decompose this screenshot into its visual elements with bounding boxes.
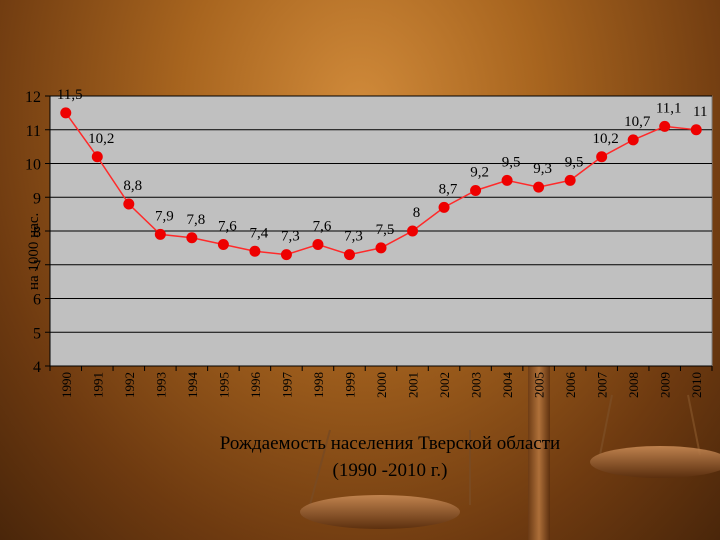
x-tick-label: 1999 bbox=[342, 372, 357, 398]
data-point bbox=[407, 225, 419, 237]
data-point bbox=[217, 239, 229, 250]
data-point bbox=[627, 134, 639, 146]
data-point bbox=[596, 151, 608, 163]
data-label: 9,5 bbox=[565, 154, 584, 170]
x-tick-label: 2006 bbox=[563, 372, 578, 399]
y-axis-label: на 1000 нас. bbox=[26, 213, 42, 290]
y-tick-label: 5 bbox=[33, 325, 41, 342]
data-label: 8,8 bbox=[123, 178, 142, 194]
data-label: 7,6 bbox=[313, 219, 332, 235]
x-tick-label: 1995 bbox=[216, 372, 231, 398]
data-point bbox=[186, 232, 198, 244]
x-tick-label: 2009 bbox=[658, 372, 673, 398]
data-label: 10,7 bbox=[624, 114, 651, 130]
data-point bbox=[533, 181, 545, 193]
data-label: 10,2 bbox=[593, 131, 619, 147]
x-tick-label: 2004 bbox=[500, 372, 515, 399]
data-point bbox=[501, 174, 513, 186]
y-tick-label: 10 bbox=[25, 157, 41, 174]
data-labels: 11,5 10,2 8,8 7,9 7,8 7,6 7,4 7,3 7,6 7,3 7,5 8 8,7 9… bbox=[57, 87, 708, 245]
data-label: 7,3 bbox=[344, 229, 363, 245]
data-point bbox=[91, 151, 103, 163]
data-label: 7,5 bbox=[376, 222, 395, 238]
x-tick-label: 2010 bbox=[689, 372, 704, 398]
y-tick-label: 11 bbox=[26, 123, 41, 140]
data-label: 7,6 bbox=[218, 219, 237, 235]
y-tick-label: 6 bbox=[33, 292, 41, 309]
chart-subtitle: (1990 -2010 г.) bbox=[332, 460, 448, 481]
data-point bbox=[470, 185, 482, 196]
data-label: 7,4 bbox=[250, 225, 269, 241]
y-tick-label: 9 bbox=[33, 190, 41, 207]
data-point bbox=[343, 249, 355, 261]
y-tick-label: 12 bbox=[25, 89, 41, 106]
chart-title: Рождаемость населения Тверской области bbox=[219, 433, 561, 454]
data-point bbox=[60, 107, 72, 119]
data-point bbox=[123, 198, 135, 210]
x-tick-label: 1998 bbox=[311, 372, 326, 398]
data-label: 10,2 bbox=[88, 131, 114, 147]
data-point bbox=[154, 228, 166, 240]
data-label: 7,8 bbox=[186, 212, 205, 228]
data-point bbox=[312, 239, 324, 250]
y-axis-ticks: 4 5 6 7 8 9 10 11 12 bbox=[25, 89, 51, 376]
x-tick-label: 2007 bbox=[595, 372, 610, 399]
x-tick-label: 1997 bbox=[279, 372, 294, 399]
x-tick-label: 1991 bbox=[90, 372, 105, 398]
x-tick-label: 2008 bbox=[626, 372, 641, 398]
data-label: 7,9 bbox=[155, 208, 174, 224]
data-label: 11,5 bbox=[57, 87, 83, 103]
x-tick-label: 1992 bbox=[122, 372, 137, 398]
x-tick-label: 1996 bbox=[248, 372, 263, 399]
x-tick-label: 2005 bbox=[532, 372, 547, 398]
x-tick-label: 1990 bbox=[59, 372, 74, 398]
data-label: 7,3 bbox=[281, 229, 300, 245]
y-tick-label: 7 bbox=[33, 258, 41, 275]
data-label: 8 bbox=[413, 205, 421, 221]
y-tick-label: 4 bbox=[33, 359, 41, 376]
x-tick-label: 2001 bbox=[406, 372, 421, 398]
data-label: 9,3 bbox=[533, 161, 552, 177]
x-tick-label: 1993 bbox=[153, 372, 168, 398]
data-label: 8,7 bbox=[439, 181, 458, 197]
data-point bbox=[564, 174, 576, 186]
data-markers bbox=[60, 107, 702, 261]
data-point bbox=[690, 124, 702, 136]
y-tick-label: 8 bbox=[33, 224, 41, 241]
x-axis-ticks: 1990 1991 1992 1993 1994 1995 1996 1997 1998 1999… bbox=[49, 365, 713, 399]
x-tick-label: 1994 bbox=[185, 372, 200, 399]
x-tick-label: 2003 bbox=[469, 372, 484, 398]
data-point bbox=[280, 249, 292, 261]
x-tick-label: 2000 bbox=[374, 372, 389, 398]
data-point bbox=[249, 245, 261, 257]
data-label: 11 bbox=[693, 104, 707, 120]
data-label: 9,2 bbox=[470, 165, 489, 181]
data-point bbox=[438, 201, 450, 213]
data-label: 11,1 bbox=[656, 100, 682, 116]
x-tick-label: 2002 bbox=[437, 372, 452, 398]
data-point bbox=[375, 242, 387, 254]
data-label: 9,5 bbox=[502, 154, 521, 170]
data-point bbox=[659, 120, 671, 132]
